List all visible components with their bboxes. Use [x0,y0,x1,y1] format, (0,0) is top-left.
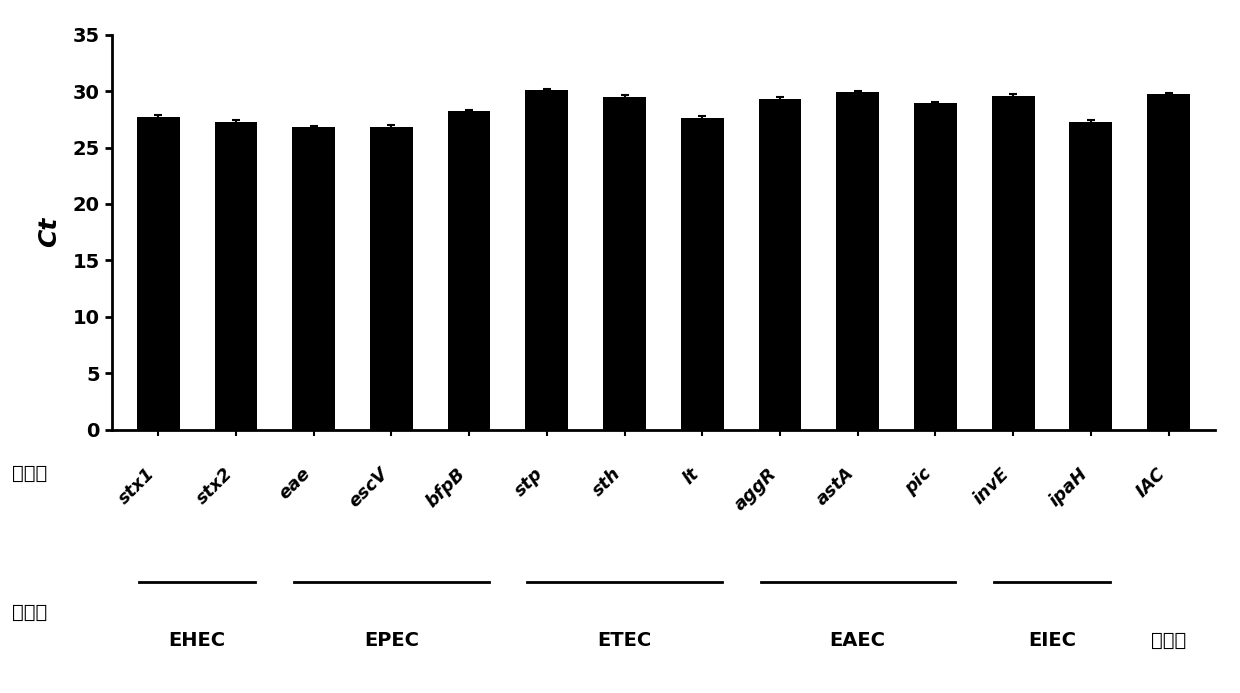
Text: sth: sth [589,464,625,500]
Bar [370,128,413,430]
Text: 内质控: 内质控 [1151,631,1187,649]
Bar [526,90,568,430]
Text: EAEC: EAEC [830,631,885,649]
Text: EHEC: EHEC [169,631,226,649]
Text: ETEC: ETEC [598,631,652,649]
Text: escV: escV [345,464,392,511]
Text: EPEC: EPEC [363,631,419,649]
Bar [448,112,491,430]
Text: bfpB: bfpB [423,464,469,511]
Bar [215,121,258,430]
Bar [836,92,879,430]
Bar [914,103,957,430]
Text: eae: eae [275,464,314,503]
Y-axis label: Ct: Ct [37,217,62,247]
Text: stx1: stx1 [115,464,159,508]
Text: invE: invE [970,464,1013,507]
Text: aggR: aggR [730,464,780,514]
Bar [681,119,724,430]
Bar [293,128,335,430]
Text: EIEC: EIEC [1028,631,1076,649]
Text: 靶基因: 靶基因 [12,464,47,483]
Bar [603,97,646,430]
Text: IAC: IAC [1132,464,1168,500]
Bar [136,117,180,430]
Text: 致病菌: 致病菌 [12,603,47,622]
Bar [759,99,801,430]
Text: pic: pic [901,464,935,498]
Text: ipaH: ipaH [1045,464,1091,510]
Bar [1147,94,1190,430]
Bar [992,96,1034,430]
Text: astA: astA [813,464,858,509]
Text: stx2: stx2 [192,464,236,508]
Bar [1069,121,1112,430]
Text: stp: stp [511,464,547,500]
Text: lt: lt [680,464,702,487]
